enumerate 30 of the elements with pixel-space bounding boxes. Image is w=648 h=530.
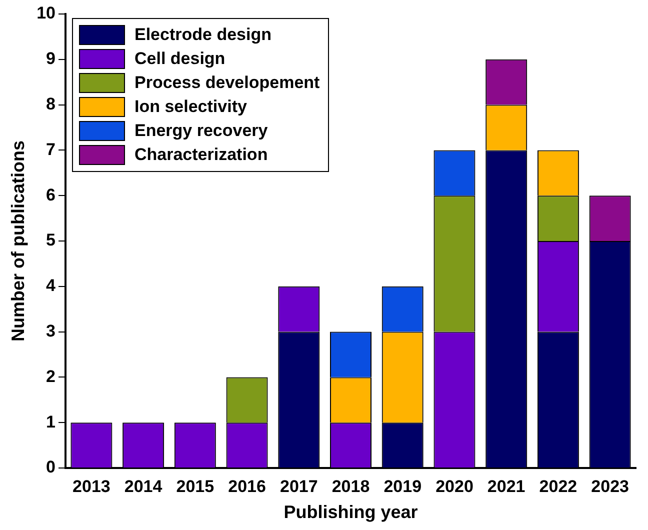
x-tick-label: 2017 xyxy=(280,476,318,496)
y-tick-label: 6 xyxy=(46,185,56,204)
legend-label: Energy recovery xyxy=(134,121,268,141)
y-axis-title: Number of publications xyxy=(8,140,28,342)
legend-label: Cell design xyxy=(134,49,226,69)
x-tick-label: 2014 xyxy=(124,476,163,496)
y-tick-label: 4 xyxy=(46,276,56,296)
x-tick-label: 2015 xyxy=(176,476,214,496)
x-tick-label: 2018 xyxy=(332,476,370,496)
y-tick-label: 9 xyxy=(46,49,56,68)
x-tick-label: 2022 xyxy=(539,476,578,496)
y-tick-label: 7 xyxy=(46,140,56,159)
legend-label: Ion selectivity xyxy=(134,97,247,117)
y-tick-label: 10 xyxy=(36,4,56,23)
x-tick-label: 2013 xyxy=(72,476,110,496)
x-tick-label: 2016 xyxy=(228,476,266,496)
y-tick-label: 3 xyxy=(46,321,56,340)
x-tick-label: 2023 xyxy=(591,476,629,496)
y-tick-label: 1 xyxy=(46,412,56,432)
legend-label: Process developement xyxy=(134,73,320,93)
x-tick-label: 2021 xyxy=(487,476,526,496)
x-axis-title: Publishing year xyxy=(284,502,418,522)
legend-label: Characterization xyxy=(134,145,268,165)
y-tick-label: 8 xyxy=(46,94,56,114)
legend-label: Electrode design xyxy=(134,25,272,45)
y-tick-label: 0 xyxy=(46,458,56,477)
y-tick-label: 5 xyxy=(46,230,56,250)
x-tick-label: 2019 xyxy=(384,476,422,496)
y-tick-label: 2 xyxy=(46,366,56,386)
x-tick-label: 2020 xyxy=(436,476,474,496)
